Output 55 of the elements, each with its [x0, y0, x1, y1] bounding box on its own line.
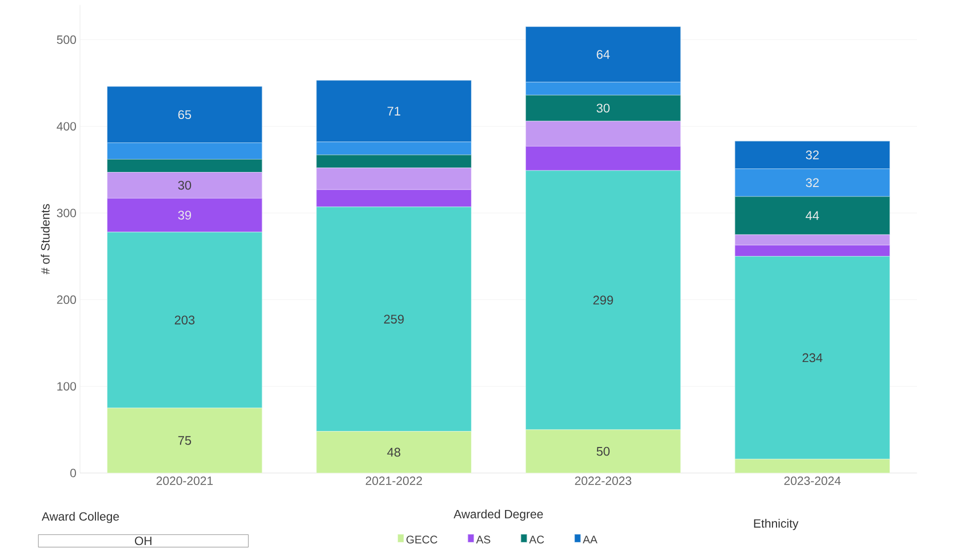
y-tick-label: 500	[56, 35, 76, 44]
y-tick-label: 0	[70, 468, 76, 478]
data-label: 48	[387, 448, 400, 457]
y-axis-title: # of Students	[40, 204, 50, 274]
data-label: 32	[806, 178, 819, 188]
data-label: 75	[178, 436, 192, 445]
bar	[316, 431, 472, 474]
bar	[734, 244, 890, 257]
bar	[316, 189, 472, 208]
text: OH	[134, 536, 152, 546]
legend-label: AS	[476, 536, 490, 544]
data-label: 39	[178, 210, 191, 220]
bar	[734, 458, 890, 474]
data-label: 44	[806, 211, 819, 220]
bar	[526, 120, 681, 146]
bar	[734, 256, 890, 460]
data-label: 50	[596, 446, 610, 456]
x-tick-label: 2022-2023	[575, 476, 632, 486]
y-tick-label: 300	[56, 208, 76, 218]
bar	[316, 206, 472, 432]
legend-title: Awarded Degree	[454, 510, 543, 521]
data-label: 203	[174, 316, 195, 324]
data-label: 259	[384, 314, 404, 324]
text: Ethnicity	[754, 518, 798, 530]
bar	[107, 408, 262, 474]
bar	[526, 429, 681, 474]
bar	[107, 232, 262, 408]
bar	[316, 168, 472, 190]
data-label: 71	[388, 106, 400, 116]
bar	[526, 94, 681, 122]
y-tick-label: 200	[57, 295, 76, 304]
bar	[107, 172, 262, 198]
y-tick-label: 400	[56, 122, 76, 131]
bar	[526, 170, 681, 430]
x-tick-label: 2020-2021	[156, 476, 213, 486]
data-label: 299	[593, 296, 613, 305]
x-tick-label: 2021-2022	[366, 476, 422, 486]
bar	[734, 196, 890, 235]
data-label: 30	[596, 104, 610, 113]
legend-label: AC	[529, 536, 544, 544]
data-label: 30	[178, 180, 192, 190]
legend-label: GECC	[406, 536, 438, 544]
bar	[526, 146, 681, 171]
bar	[734, 234, 890, 246]
legend-label: AA	[582, 536, 598, 544]
y-tick-label: 100	[57, 382, 76, 391]
bar	[316, 154, 472, 168]
data-label: 32	[806, 150, 819, 160]
data-label: 64	[596, 50, 610, 59]
text: Award College	[42, 512, 119, 524]
bar	[107, 159, 262, 172]
x-tick-label: 2023-2024	[784, 476, 841, 486]
data-label: 234	[802, 353, 822, 362]
bar	[107, 198, 262, 232]
data-label: 65	[178, 110, 192, 120]
